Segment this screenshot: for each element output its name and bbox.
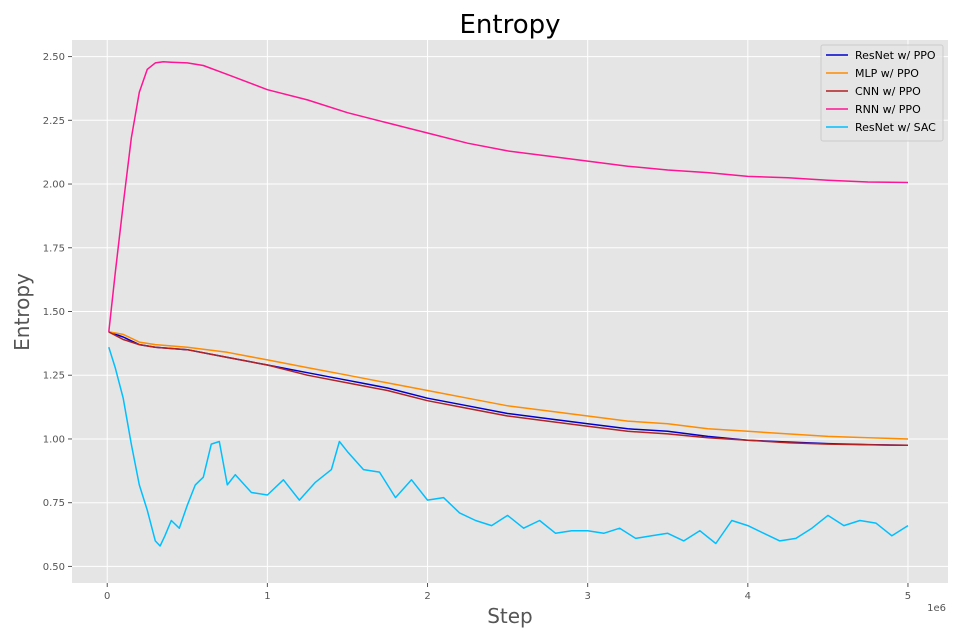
series-line-cnn-w-ppo bbox=[108, 331, 909, 447]
y-tick-label: 1.50 bbox=[43, 307, 65, 318]
x-tick-label: 2 bbox=[424, 591, 430, 602]
legend-label: ResNet w/ PPO bbox=[855, 49, 936, 62]
x-tick-label: 1 bbox=[264, 591, 270, 602]
legend-label: RNN w/ PPO bbox=[855, 103, 921, 116]
y-tick-label: 1.75 bbox=[43, 243, 65, 254]
y-tick-label: 0.50 bbox=[43, 562, 65, 573]
series-line-rnn-w-ppo bbox=[108, 60, 909, 332]
x-axis-offset-label: 1e6 bbox=[927, 603, 946, 614]
legend-label: ResNet w/ SAC bbox=[855, 121, 936, 134]
x-axis-label: Step bbox=[487, 604, 533, 628]
legend: ResNet w/ PPO MLP w/ PPO CNN w/ PPO RNN w/ … bbox=[820, 44, 944, 142]
legend-label: MLP w/ PPO bbox=[855, 67, 919, 80]
legend-label: CNN w/ PPO bbox=[855, 85, 921, 98]
series-line-resnet-w-sac bbox=[108, 346, 909, 547]
x-tick-label: 0 bbox=[104, 591, 110, 602]
y-tick-label: 2.50 bbox=[43, 52, 65, 63]
series-lines bbox=[108, 60, 909, 547]
x-axis-ticks: 0 1 2 3 4 5 bbox=[104, 583, 911, 602]
x-tick-label: 5 bbox=[905, 591, 911, 602]
y-tick-label: 2.00 bbox=[43, 180, 65, 191]
x-tick-label: 3 bbox=[584, 591, 590, 602]
y-axis-label: Entropy bbox=[10, 273, 34, 351]
chart-title: Entropy bbox=[459, 10, 560, 40]
y-tick-label: 2.25 bbox=[43, 116, 65, 127]
x-tick-label: 4 bbox=[745, 591, 751, 602]
y-axis-ticks: 0.50 0.75 1.00 1.25 1.50 1.75 2.00 2.25 2.50 bbox=[43, 52, 72, 573]
y-tick-label: 0.75 bbox=[43, 498, 65, 509]
y-tick-label: 1.00 bbox=[43, 434, 65, 445]
series-line-mlp-w-ppo bbox=[108, 331, 909, 440]
y-tick-label: 1.25 bbox=[43, 371, 65, 382]
legend-box bbox=[820, 44, 944, 142]
